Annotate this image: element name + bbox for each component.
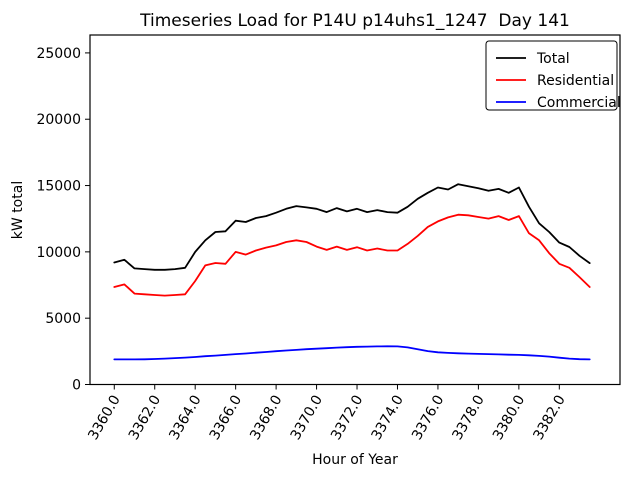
plot-border (89, 34, 621, 386)
x-tick-label: 3362.0 (126, 393, 164, 443)
x-tick-label: 3378.0 (450, 393, 488, 443)
legend-label-total: Total (536, 51, 570, 67)
y-tick-label: 20000 (36, 112, 81, 128)
y-tick-label: 0 (72, 378, 81, 394)
y-tick-label: 5000 (45, 311, 81, 327)
x-axis-label: Hour of Year (312, 452, 398, 468)
x-tick-label: 3380.0 (490, 393, 528, 443)
x-tick-label: 3368.0 (247, 393, 285, 443)
series-line-total (113, 183, 591, 271)
legend-label-residential: Residential (537, 73, 614, 89)
x-tick-label: 3376.0 (409, 393, 447, 443)
y-axis-label: kW total (10, 181, 26, 239)
y-tick-label: 10000 (36, 245, 81, 261)
x-tick-label: 3366.0 (207, 393, 245, 443)
chart-title: Timeseries Load for P14U p14uhs1_1247 Da… (139, 11, 570, 31)
series-line-commercial (113, 345, 591, 361)
x-tick-label: 3370.0 (288, 393, 326, 443)
y-tick-label: 25000 (36, 46, 81, 62)
x-tick-label: 3382.0 (530, 393, 568, 443)
x-tick-label: 3374.0 (369, 393, 407, 443)
y-tick-label: 15000 (36, 179, 81, 195)
legend-label-commercial: Commercial (537, 95, 621, 111)
x-tick-label: 3360.0 (85, 393, 123, 443)
x-tick-label: 3364.0 (166, 393, 204, 443)
series-line-residential (113, 213, 591, 297)
x-tick-label: 3372.0 (328, 393, 366, 443)
